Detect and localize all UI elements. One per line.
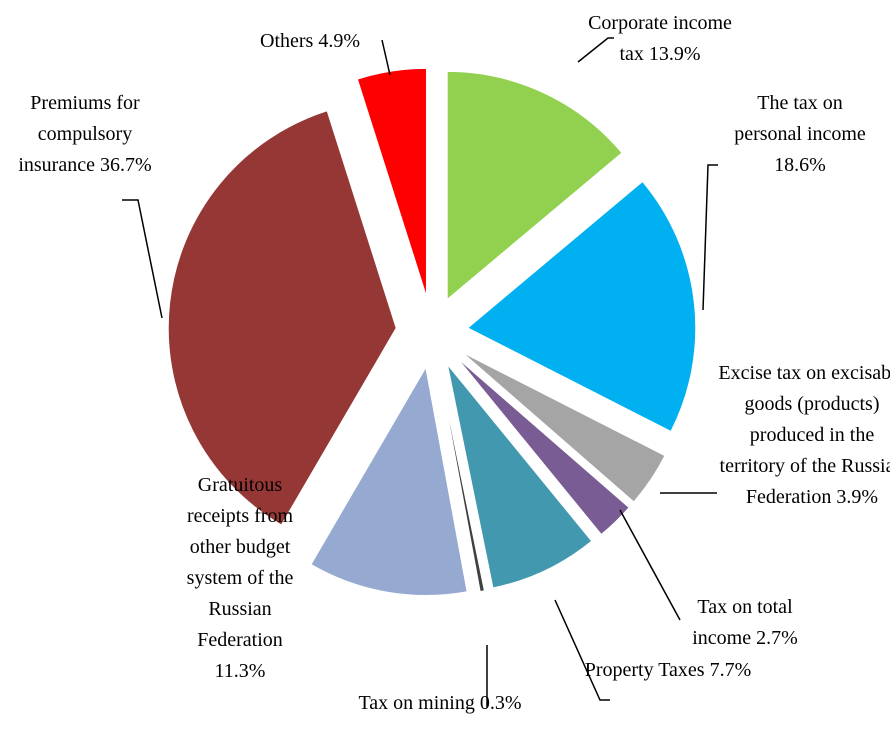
- value-label: 36.7%: [99, 154, 152, 176]
- value-label: 2.7%: [756, 627, 798, 649]
- value-label: 7.7%: [709, 659, 752, 681]
- value-label: 3.9%: [836, 486, 879, 508]
- slice-label: Tax on mining 0.3%: [355, 688, 525, 719]
- slice-label: Property Taxes 7.7%: [578, 655, 758, 686]
- category-name: Tax on mining: [358, 692, 475, 714]
- leader-line: [381, 39, 391, 76]
- leader-line: [619, 509, 681, 621]
- pie-slice: [167, 110, 397, 526]
- leader-line: [702, 164, 718, 311]
- value-label: 18.6%: [774, 154, 826, 176]
- leader-line: [122, 199, 163, 319]
- category-name: Property Taxes: [584, 659, 705, 681]
- value-label: 11.3%: [214, 660, 266, 682]
- slice-label: Premiums for compulsory insurance 36.7%: [0, 88, 170, 181]
- leader-line: [554, 599, 610, 701]
- pie-slice: [446, 70, 623, 301]
- category-name: Others: [260, 30, 314, 52]
- pie-slice: [461, 351, 666, 503]
- pie-slice: [456, 357, 630, 536]
- category-name: Corporate income tax: [588, 12, 732, 65]
- pie-slice: [446, 364, 593, 589]
- slice-label: Gratuitous receipts from other budget sy…: [170, 470, 310, 687]
- pie-slice: [466, 180, 697, 433]
- leader-line: [577, 37, 614, 63]
- value-label: 13.9%: [648, 43, 701, 65]
- category-name: Tax on total income: [692, 596, 793, 649]
- slice-label: The tax on personal income 18.6%: [730, 88, 870, 181]
- category-name: Gratuitous receipts from other budget sy…: [186, 474, 294, 651]
- category-name: Excise tax on excisable goods (products)…: [718, 362, 890, 508]
- pie-slice: [310, 366, 468, 596]
- slice-label: Tax on total income 2.7%: [670, 592, 820, 654]
- value-label: 0.3%: [479, 692, 522, 714]
- pie-slice: [438, 367, 485, 593]
- pie-slice: [356, 67, 427, 297]
- slice-label: Others 4.9%: [210, 26, 410, 57]
- category-name: The tax on personal income: [734, 92, 866, 145]
- value-label: 4.9%: [318, 30, 360, 52]
- category-name: Premiums for compulsory insurance: [18, 92, 140, 176]
- slice-label: Corporate income tax 13.9%: [585, 8, 735, 70]
- slice-label: Excise tax on excisable goods (products)…: [717, 358, 890, 513]
